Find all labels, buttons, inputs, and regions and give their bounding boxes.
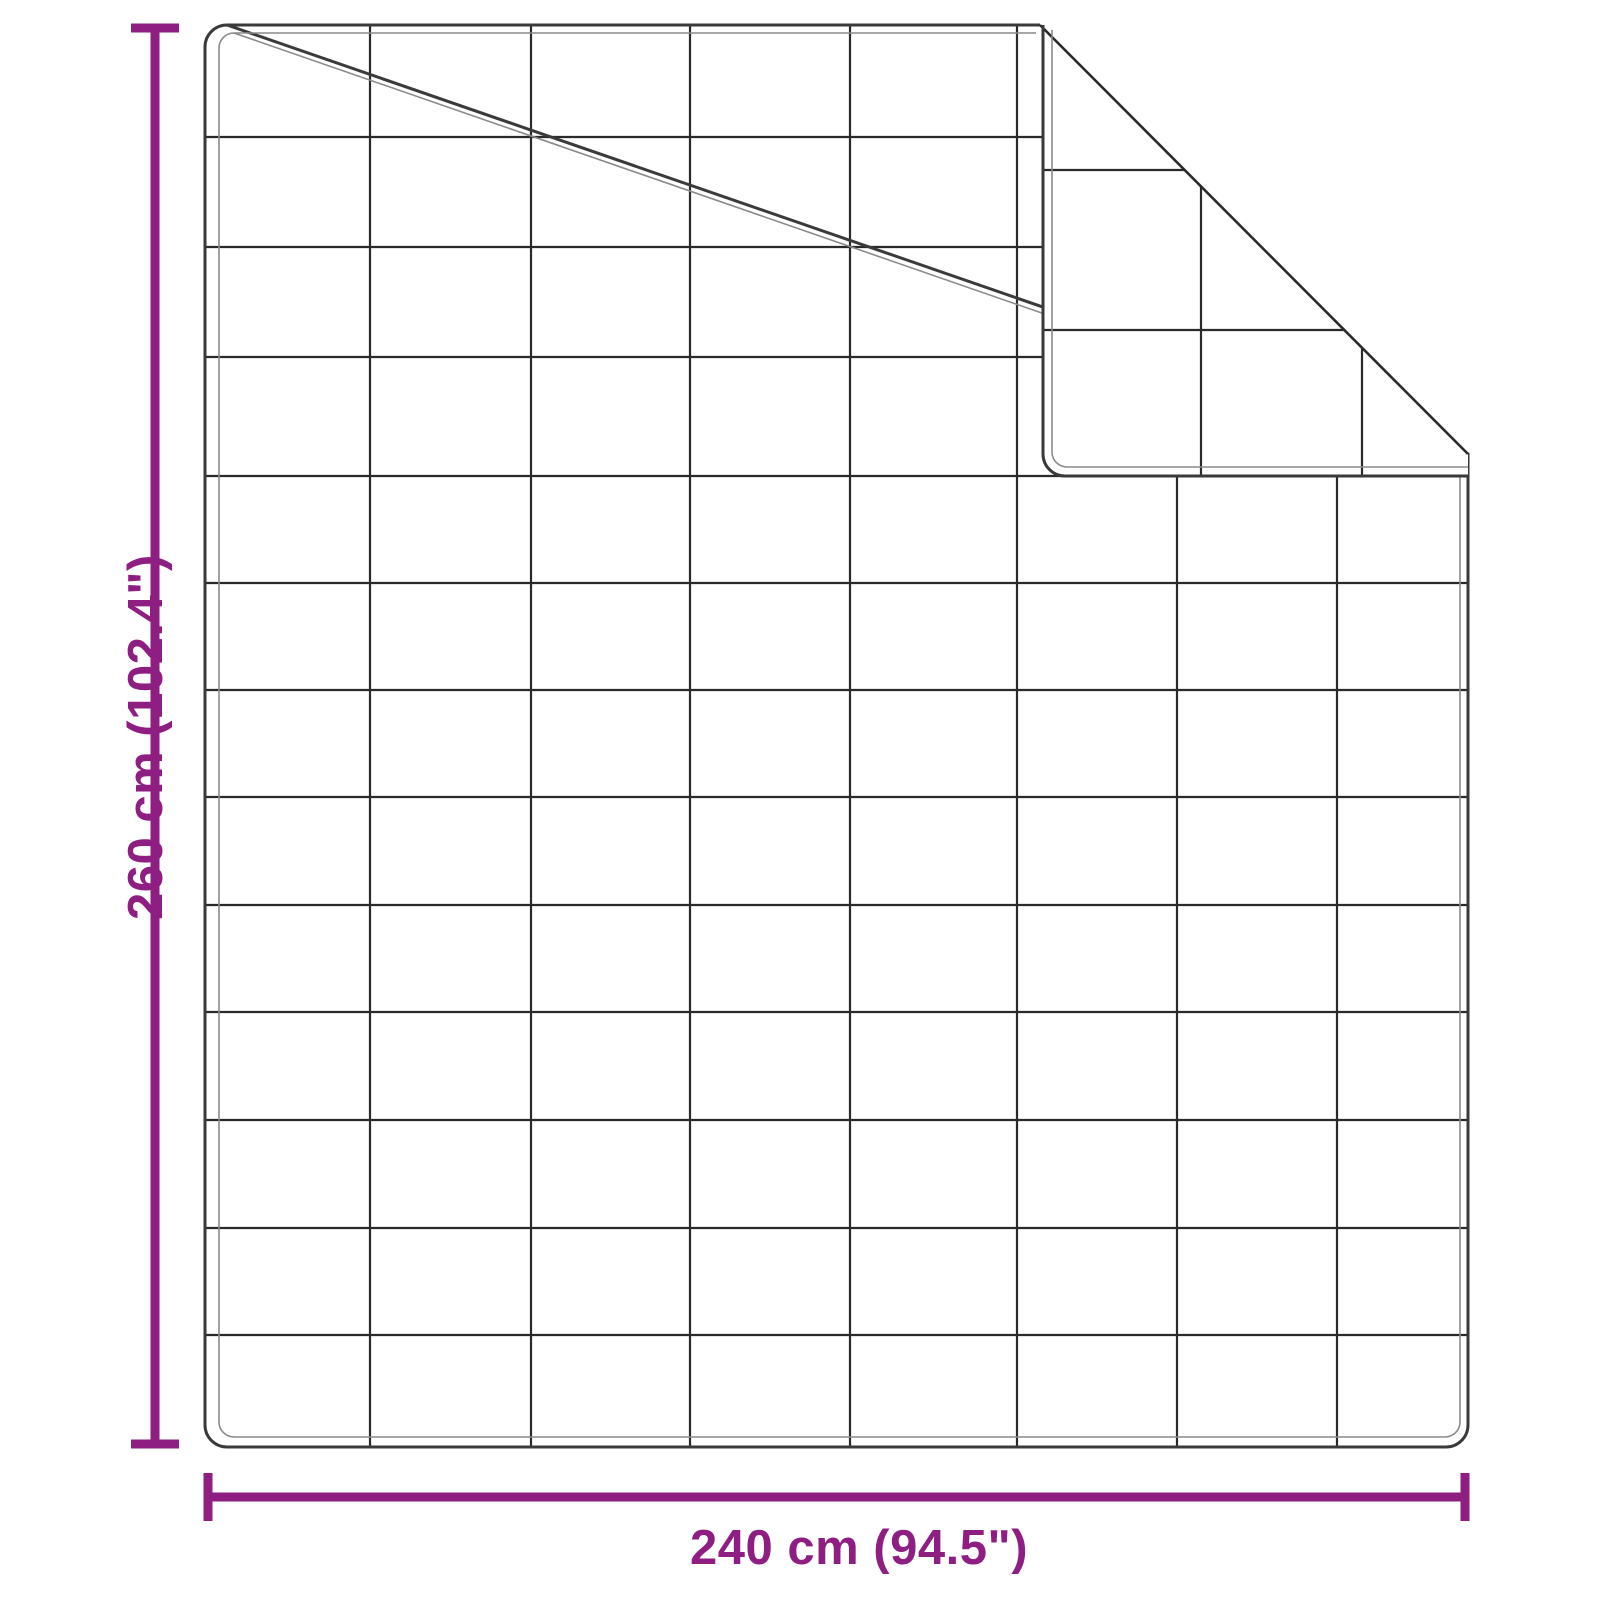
body-grid-horizontal	[205, 135, 1468, 1337]
flap-outer-hem	[1041, 25, 1468, 478]
width-dimension-line	[203, 1473, 1470, 1521]
flap-fill	[1040, 25, 1468, 476]
body-fill	[205, 25, 1468, 1447]
height-dimension-label: 260 cm (102.4")	[119, 554, 173, 920]
body-inner-stitch	[218, 32, 1461, 1438]
flap-inner-stitch	[1051, 30, 1468, 468]
folded-corner-flap	[1039, 24, 1469, 478]
fold-diagonal-edge	[1039, 24, 1469, 455]
width-dimension-label: 240 cm (94.5")	[690, 1521, 1029, 1575]
blanket-body	[203, 23, 1470, 1449]
dimension-lines	[131, 23, 1470, 1521]
height-dimension-line	[131, 23, 179, 1449]
body-outer-hem	[203, 23, 1470, 1449]
